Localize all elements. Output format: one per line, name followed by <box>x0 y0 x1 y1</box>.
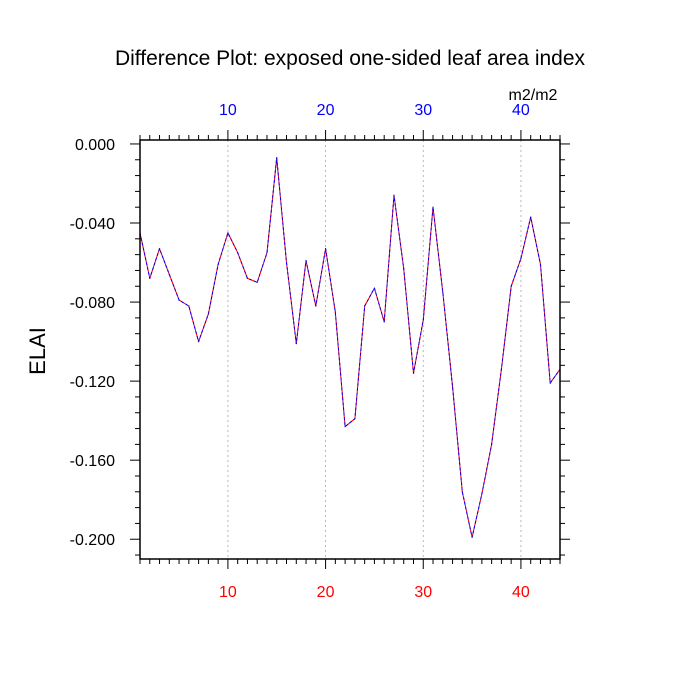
plot-frame <box>139 139 561 560</box>
data-point <box>178 299 180 301</box>
data-point <box>227 232 229 234</box>
units-label: m2/m2 <box>509 87 558 104</box>
data-point <box>256 281 258 283</box>
data-point <box>324 248 327 250</box>
data-point <box>549 382 551 384</box>
y-tick-label: -0.160 <box>70 453 115 470</box>
data-point <box>403 267 405 270</box>
tick-labels: 10 10 20 20 30 30 40 40 0.000 -0.040 -0.080 -0.120 -… <box>70 102 530 601</box>
data-point <box>315 305 317 307</box>
data-point <box>432 206 434 208</box>
data-point <box>520 257 522 260</box>
y-tick-label: -0.040 <box>70 216 115 233</box>
axis-ticks <box>130 130 570 569</box>
data-point <box>295 342 297 345</box>
data-point <box>158 248 161 250</box>
data-point <box>530 216 532 218</box>
data-point <box>354 418 356 420</box>
data-point <box>539 263 542 266</box>
x-tick-label-bottom: 20 <box>317 584 335 601</box>
data-point <box>491 443 493 445</box>
data-point <box>334 311 336 313</box>
series-line-overlay <box>139 157 561 538</box>
y-tick-label: -0.120 <box>70 374 115 391</box>
x-tick-label-top: 40 <box>512 102 530 119</box>
data-point <box>207 313 209 315</box>
data-point <box>500 368 502 370</box>
data-point <box>461 491 463 493</box>
x-tick-label-top: 10 <box>219 102 237 119</box>
x-tick-label-bottom: 10 <box>219 584 237 601</box>
data-point <box>344 425 346 428</box>
chart-title: Difference Plot: exposed one-sided leaf … <box>115 47 586 70</box>
data-point <box>393 194 395 196</box>
x-tick-label-bottom: 40 <box>512 584 530 601</box>
data-point <box>471 536 473 538</box>
data-point <box>305 259 307 262</box>
data-point <box>383 321 385 323</box>
data-point <box>412 372 415 374</box>
data-point <box>364 305 366 307</box>
data-point <box>149 277 151 279</box>
x-tick-label-top: 30 <box>414 102 432 119</box>
data-series <box>139 157 561 538</box>
data-point <box>481 493 483 495</box>
data-point <box>246 277 249 279</box>
y-axis-label: ELAI <box>25 327 50 375</box>
data-point <box>451 386 454 388</box>
y-tick-label: -0.080 <box>70 295 115 312</box>
data-point <box>442 291 444 293</box>
data-point <box>373 287 376 289</box>
data-point <box>285 261 288 264</box>
x-tick-label-top: 20 <box>317 102 335 119</box>
y-tick-label: 0.000 <box>75 137 115 154</box>
data-point <box>217 263 219 266</box>
data-point <box>276 157 278 159</box>
y-tick-label: -0.200 <box>70 532 115 549</box>
data-point <box>510 285 512 287</box>
series-line-primary <box>139 157 561 538</box>
data-point <box>237 252 239 254</box>
data-point <box>198 340 200 343</box>
data-point <box>168 273 170 275</box>
data-point <box>188 305 190 307</box>
data-point <box>422 319 424 321</box>
x-tick-label-bottom: 30 <box>414 584 432 601</box>
data-point <box>266 252 268 254</box>
